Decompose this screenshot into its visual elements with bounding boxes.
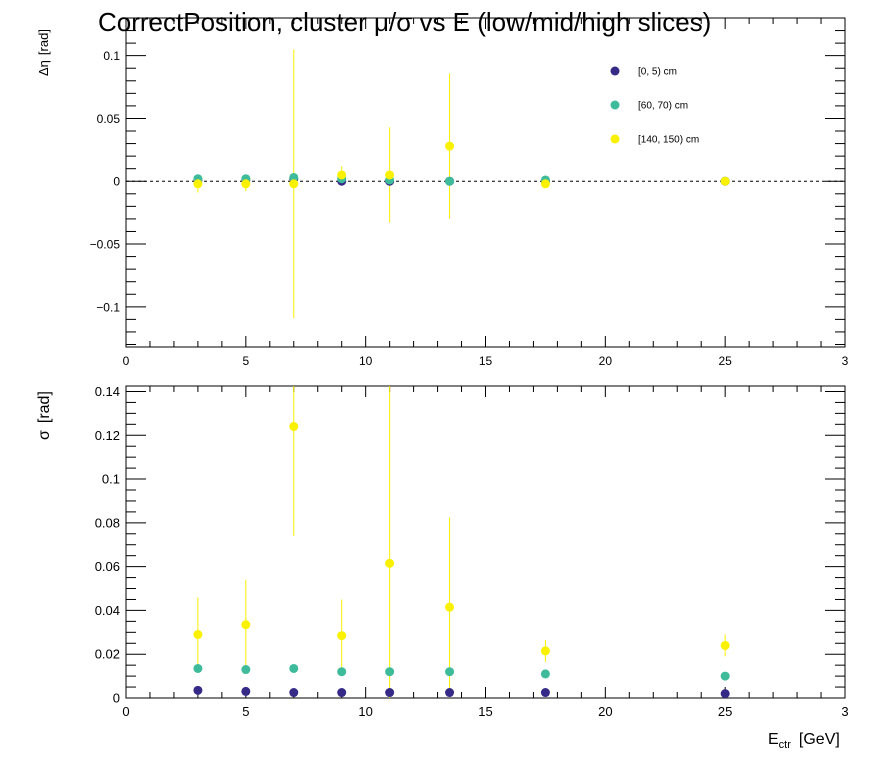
top-data-point <box>445 141 455 151</box>
legend-entry: [140, 150) cm <box>638 135 699 146</box>
bottom-data-point <box>445 688 455 698</box>
bottom-y-tick-label: 0.12 <box>95 428 120 443</box>
top-panel: 0 5 10 15 20 25 3 −0.1 −0.05 0 0.05 0.1 <box>90 17 849 368</box>
bottom-data-point <box>193 630 203 640</box>
bottom-data-point <box>241 620 251 630</box>
bottom-data-point <box>720 671 730 681</box>
bottom-x-tick-label: 15 <box>478 704 492 719</box>
bottom-y-tick-label: 0.06 <box>95 559 120 574</box>
bottom-data-point <box>289 688 299 698</box>
bottom-data-point <box>540 688 550 698</box>
top-x-tick-label: 5 <box>242 354 249 368</box>
bottom-data-point <box>445 667 455 677</box>
top-data-point <box>540 179 550 189</box>
bottom-data-point <box>540 646 550 656</box>
legend: [0, 5) cm [60, 70) cm [140, 150) cm <box>610 66 699 146</box>
bottom-x-tick-label: 10 <box>358 704 372 719</box>
bottom-data-point <box>241 686 251 696</box>
legend-marker <box>610 66 620 76</box>
top-x-tick-label: 3 <box>842 354 849 368</box>
bottom-y-axis-label: σ[rad] <box>36 391 53 440</box>
bottom-x-tick-label: 20 <box>598 704 612 719</box>
bottom-data-point <box>445 602 455 612</box>
top-data-point <box>445 176 455 186</box>
bottom-data-point <box>241 665 251 675</box>
bottom-data-point <box>720 689 730 699</box>
top-data-point <box>385 170 395 180</box>
bottom-y-tick-label: 0.08 <box>95 515 120 530</box>
top-frame <box>125 17 846 348</box>
top-x-tick-label: 20 <box>599 354 613 368</box>
bottom-data-point <box>385 558 395 568</box>
bottom-x-tick-label: 0 <box>122 704 129 719</box>
legend-marker <box>610 100 620 110</box>
top-y-tick-label: 0.1 <box>103 49 120 63</box>
bottom-x-tick-label: 25 <box>718 704 732 719</box>
top-y-tick-label: 0.05 <box>97 112 121 126</box>
bottom-data-point <box>540 669 550 679</box>
top-y-axis-label: Δη[rad] <box>36 29 51 76</box>
bottom-y-tick-label: 0.1 <box>102 472 120 487</box>
top-y-tick-label: 0 <box>113 175 120 189</box>
top-x-tick-label: 25 <box>718 354 732 368</box>
bottom-data-point <box>337 631 347 641</box>
top-data-point <box>241 179 251 189</box>
legend-marker <box>610 134 620 144</box>
bottom-frame <box>125 385 846 699</box>
top-y-tick-label: −0.1 <box>96 300 120 314</box>
x-axis-label: Ectr [GeV] <box>768 731 840 751</box>
bottom-x-tick-label: 5 <box>242 704 249 719</box>
bottom-panel: 0 5 10 15 20 25 300.020.040.060.080.10.120.14 <box>95 384 849 719</box>
top-x-tick-label: 0 <box>123 354 130 368</box>
bottom-data-point <box>385 667 395 677</box>
top-data-point <box>289 172 299 182</box>
legend-entry: [60, 70) cm <box>638 101 688 112</box>
top-x-tick-label: 10 <box>359 354 373 368</box>
bottom-data-point <box>385 688 395 698</box>
bottom-data-point <box>337 688 347 698</box>
bottom-y-tick-label: 0.04 <box>95 603 120 618</box>
bottom-x-tick-label: 3 <box>841 704 848 719</box>
top-data-point <box>720 176 730 186</box>
top-data-point <box>337 170 347 180</box>
bottom-data-point <box>193 685 203 695</box>
top-data-point <box>289 179 299 189</box>
bottom-data-point <box>289 422 299 432</box>
bottom-y-tick-label: 0 <box>113 691 120 706</box>
top-y-tick-label: −0.05 <box>90 238 121 252</box>
bottom-data-point <box>289 663 299 673</box>
chart-title: CorrectPosition, cluster μ/σ vs E (low/m… <box>98 7 711 37</box>
legend-entry: [0, 5) cm <box>638 67 677 78</box>
top-x-tick-label: 15 <box>479 354 493 368</box>
bottom-y-tick-label: 0.02 <box>95 647 120 662</box>
bottom-data-point <box>193 663 203 673</box>
bottom-data-point <box>337 667 347 677</box>
top-data-point <box>193 179 203 189</box>
bottom-y-tick-label: 0.14 <box>95 384 120 399</box>
bottom-data-point <box>720 640 730 650</box>
